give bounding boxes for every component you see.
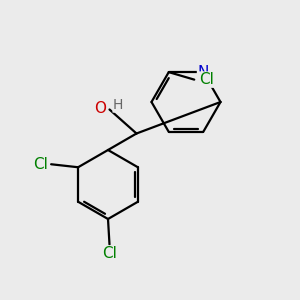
Text: O: O [94, 100, 106, 116]
Text: N: N [198, 64, 209, 80]
Text: Cl: Cl [199, 72, 214, 87]
Text: H: H [113, 98, 124, 112]
Text: Cl: Cl [102, 246, 117, 261]
Text: Cl: Cl [33, 157, 48, 172]
